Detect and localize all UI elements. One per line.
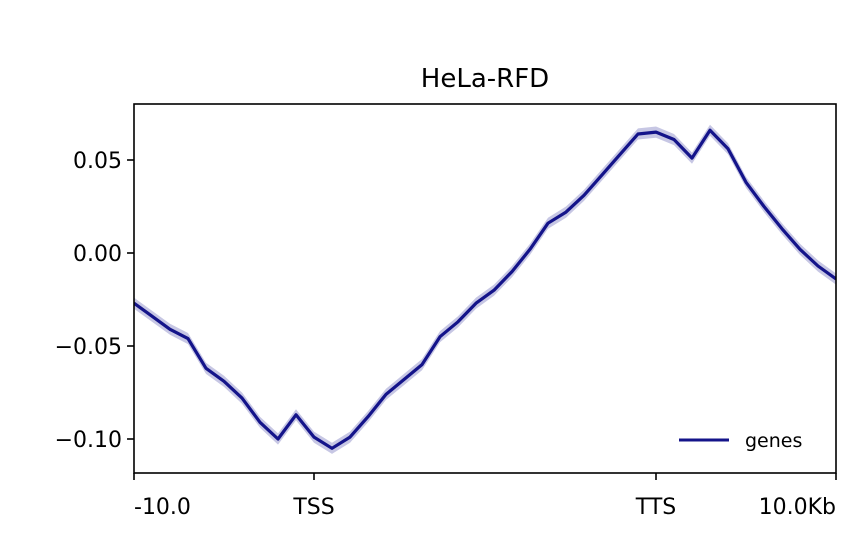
x-tick-label: TTS	[635, 495, 676, 520]
y-tick-label: 0.00	[73, 242, 122, 267]
series-line-genes	[134, 128, 836, 450]
y-tick-label: −0.10	[55, 428, 122, 453]
x-tick-label: -10.0	[134, 495, 191, 520]
axes: 0.05 0.00 −0.05 −0.10 -10.0 TSS TTS 10.0Kb	[55, 103, 837, 520]
plot-frame	[133, 103, 837, 474]
legend-label-genes: genes	[745, 430, 802, 452]
confidence-band-genes	[134, 124, 836, 454]
plot-area	[134, 124, 836, 454]
y-tick-label: 0.05	[73, 149, 122, 174]
x-tick-label: TSS	[292, 495, 334, 520]
x-tick-label: 10.0Kb	[759, 495, 836, 520]
legend: genes	[679, 430, 802, 452]
chart-title: HeLa-RFD	[421, 64, 549, 94]
y-tick-label: −0.05	[55, 335, 122, 360]
